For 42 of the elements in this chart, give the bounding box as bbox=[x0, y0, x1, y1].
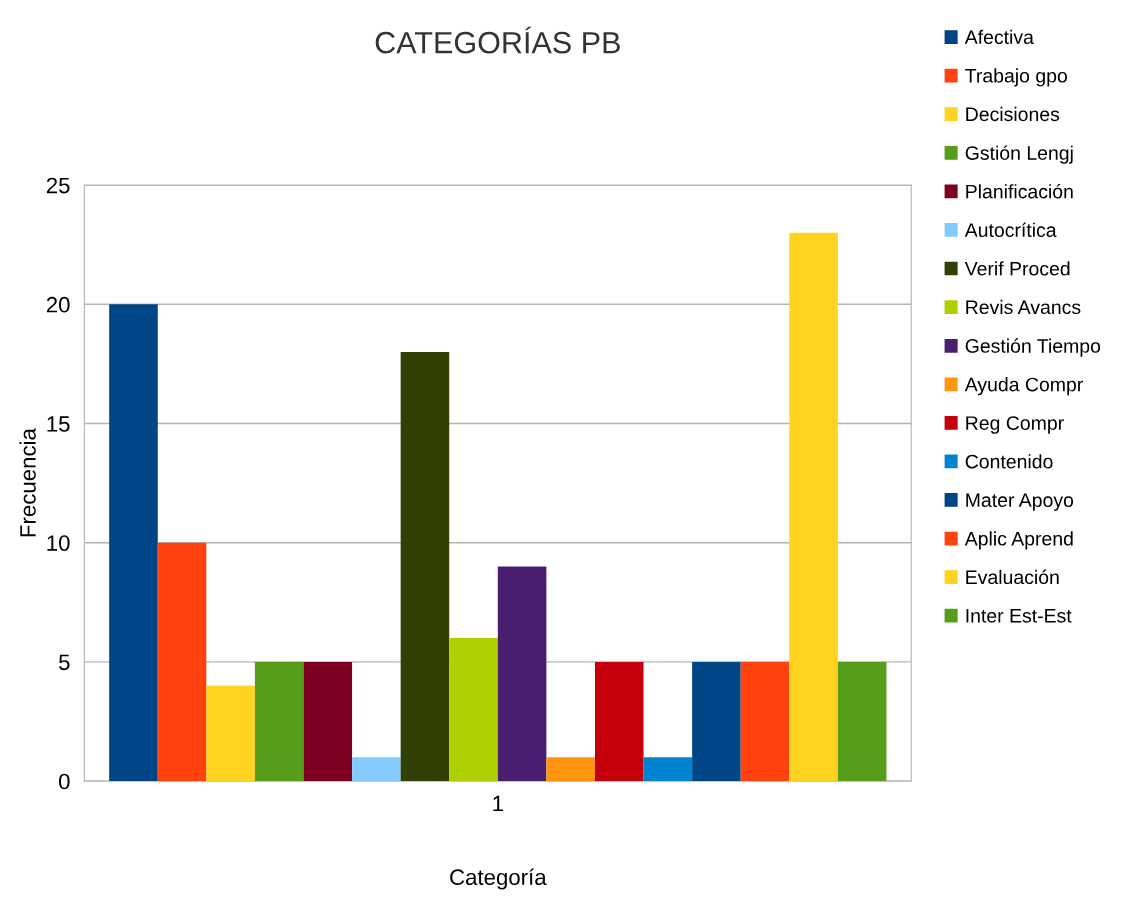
legend-label: Afectiva bbox=[964, 29, 1034, 45]
legend-label: Decisiones bbox=[966, 106, 1060, 122]
legend-label: Ayuda Compr bbox=[964, 377, 1083, 396]
bar bbox=[206, 685, 255, 782]
legend-label: Gestión Tiempo bbox=[965, 338, 1101, 357]
y-tick-label: 25 bbox=[46, 177, 70, 194]
y-tick-label: 10 bbox=[47, 535, 70, 551]
bar bbox=[740, 661, 790, 782]
bar bbox=[352, 757, 401, 782]
bar bbox=[157, 542, 207, 782]
legend-label: Verif Proced bbox=[964, 261, 1070, 276]
y-axis-title: Frecuencia bbox=[19, 428, 36, 537]
legend-label: Aplic Aprend bbox=[964, 531, 1073, 550]
x-tick-label: 1 bbox=[493, 795, 503, 812]
legend-label: Evaluación bbox=[966, 569, 1059, 585]
y-tick-label: 5 bbox=[59, 654, 70, 671]
legend-label: Inter Est-Est bbox=[966, 609, 1072, 623]
bar bbox=[643, 757, 693, 782]
y-tick-label: 15 bbox=[47, 416, 70, 432]
bar bbox=[546, 757, 595, 782]
chart-title: CATEGORÍAS PB bbox=[375, 26, 620, 54]
legend-label: Revis Avancs bbox=[966, 299, 1081, 315]
legend-label: Reg Compr bbox=[966, 416, 1064, 434]
bar bbox=[303, 661, 353, 782]
bar bbox=[789, 232, 838, 782]
legend-label: Trabajo gpo bbox=[965, 68, 1067, 87]
bar bbox=[109, 304, 158, 782]
bar bbox=[837, 661, 887, 782]
legend-label: Autocrítica bbox=[964, 222, 1057, 237]
legend-label: Mater Apoyo bbox=[966, 493, 1074, 511]
y-tick-label: 20 bbox=[46, 296, 70, 313]
bar bbox=[594, 661, 644, 782]
x-axis-title: Categoría bbox=[450, 868, 547, 890]
bar bbox=[400, 351, 450, 782]
bar bbox=[254, 661, 304, 782]
legend-label: Contenido bbox=[965, 454, 1053, 469]
bar bbox=[497, 566, 547, 782]
bar bbox=[692, 661, 741, 782]
legend-label: Planificación bbox=[966, 183, 1073, 199]
legend-label: Gstión Lengj bbox=[965, 145, 1073, 164]
bar bbox=[449, 638, 498, 782]
y-tick-label: 0 bbox=[59, 773, 70, 790]
